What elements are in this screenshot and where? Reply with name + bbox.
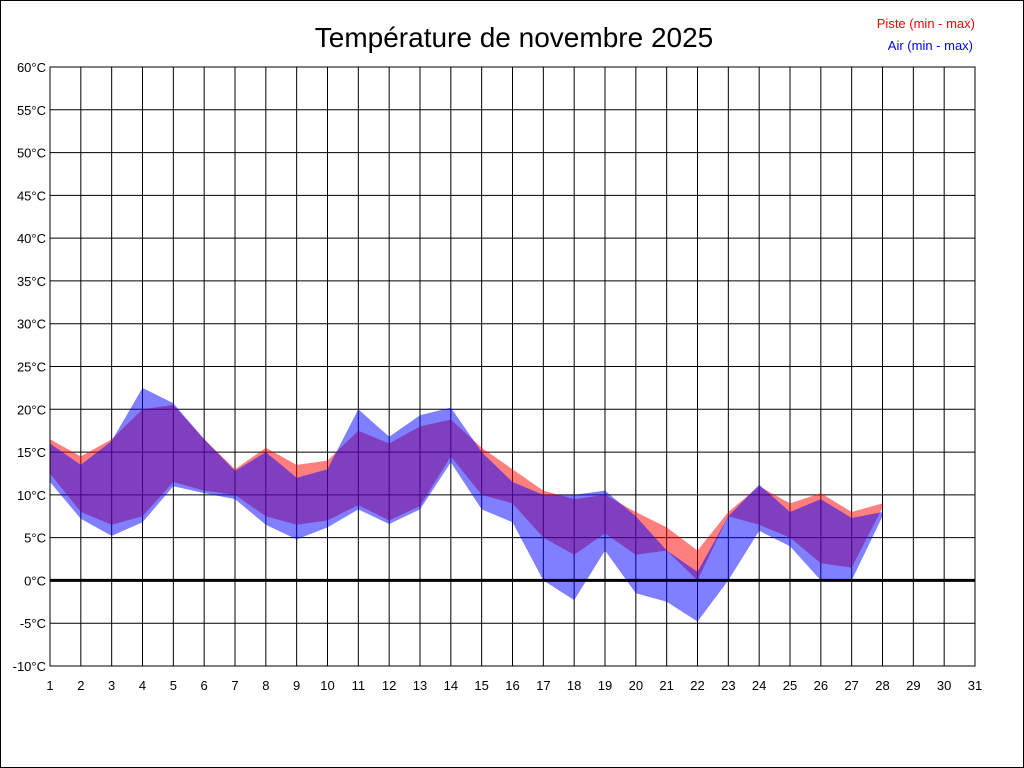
data-bands [50,387,883,622]
y-tick-label: 5°C [24,531,46,546]
x-tick-label: 22 [690,678,704,693]
x-tick-label: 24 [752,678,766,693]
x-tick-label: 9 [293,678,300,693]
legend-piste: Piste (min - max) [877,16,975,31]
y-tick-label: 30°C [17,317,46,332]
y-tick-label: 0°C [24,573,46,588]
x-tick-label: 14 [444,678,458,693]
y-tick-label: 60°C [17,60,46,75]
y-tick-label: 40°C [17,231,46,246]
band-series-0 [50,405,883,581]
x-tick-label: 30 [937,678,951,693]
legend-air: Air (min - max) [888,38,973,53]
y-tick-label: 10°C [17,488,46,503]
y-tick-label: 15°C [17,445,46,460]
x-tick-label: 7 [231,678,238,693]
y-tick-label: 35°C [17,274,46,289]
x-tick-label: 6 [201,678,208,693]
x-tick-label: 20 [629,678,643,693]
x-tick-label: 12 [382,678,396,693]
y-tick-label: 55°C [17,103,46,118]
chart-title: Température de novembre 2025 [315,22,713,53]
x-tick-label: 13 [413,678,427,693]
x-tick-label: 26 [814,678,828,693]
plot-frame [49,66,976,667]
x-tick-label: 4 [139,678,146,693]
x-tick-label: 16 [505,678,519,693]
x-tick-label: 2 [77,678,84,693]
x-tick-label: 25 [783,678,797,693]
x-tick-label: 31 [968,678,982,693]
x-tick-label: 27 [844,678,858,693]
x-tick-label: 15 [474,678,488,693]
x-axis-tick-labels: 1 2 3 4 5 6 7 8 9 10 11 12 13 14 15 16 17 18 19 20 21 22 23 24 2… [46,678,982,693]
y-tick-label: 20°C [17,402,46,417]
x-tick-label: 17 [536,678,550,693]
x-tick-label: 29 [906,678,920,693]
y-tick-label: 25°C [17,360,46,375]
y-tick-label: 45°C [17,188,46,203]
x-tick-label: 3 [108,678,115,693]
x-tick-label: 21 [659,678,673,693]
x-tick-label: 11 [352,678,366,693]
x-tick-label: 5 [170,678,177,693]
x-tick-label: 8 [262,678,269,693]
plot-border [49,66,976,667]
x-tick-label: 18 [567,678,581,693]
x-tick-label: 28 [875,678,889,693]
y-tick-label: -5°C [20,616,46,631]
x-tick-label: 19 [598,678,612,693]
x-tick-label: 1 [46,678,53,693]
y-axis-tick-labels: 60°C 55°C 50°C 45°C 40°C 35°C 30°C 25°C 20°C 15°C… [13,60,46,674]
x-tick-label: 23 [721,678,735,693]
y-tick-label: -10°C [13,659,46,674]
band-series-1 [50,387,883,622]
y-tick-label: 50°C [17,146,46,161]
x-tick-label: 10 [320,678,334,693]
